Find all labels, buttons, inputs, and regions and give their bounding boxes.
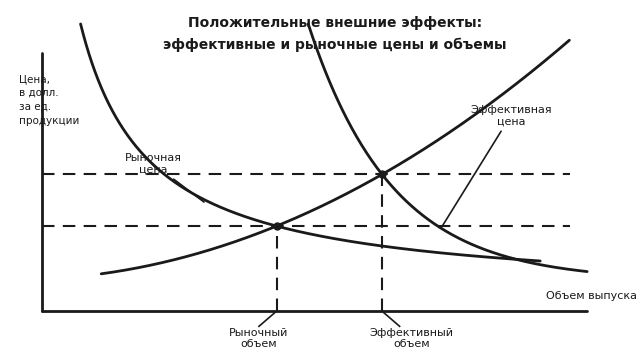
Text: Эффективный
объем: Эффективный объем — [369, 328, 453, 349]
Text: Рыночная
цена: Рыночная цена — [125, 153, 204, 202]
Text: эффективные и рыночные цены и объемы: эффективные и рыночные цены и объемы — [163, 37, 507, 52]
Text: Цена,
в долл.
за ед.
продукции: Цена, в долл. за ед. продукции — [19, 74, 79, 126]
Text: Эффективная
цена: Эффективная цена — [442, 104, 552, 226]
Text: Объем выпуска: Объем выпуска — [546, 290, 637, 301]
Text: Рыночный
объем: Рыночный объем — [229, 328, 288, 349]
Text: Положительные внешние эффекты:: Положительные внешние эффекты: — [188, 16, 482, 31]
